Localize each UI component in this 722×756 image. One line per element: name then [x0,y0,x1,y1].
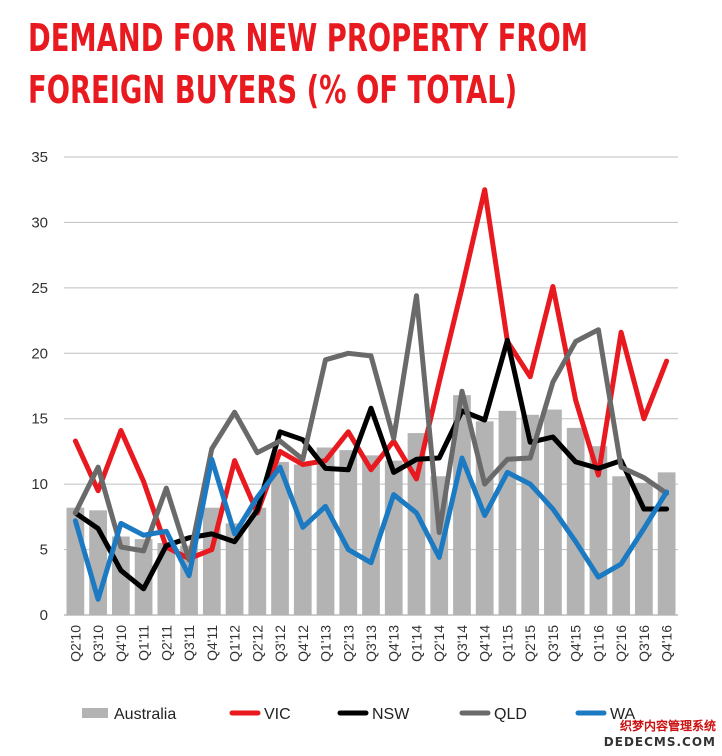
x-tick-label-q3-12: Q3'12 [272,625,288,662]
x-tick-label-q4-14: Q4'14 [477,625,493,662]
line-series [72,187,670,602]
bar-australia-q4-13 [384,460,403,615]
x-tick-label-q3-16: Q3'16 [636,625,652,662]
x-tick-label-q3-15: Q3'15 [545,625,561,662]
chart-title-line-1: DEMAND FOR NEW PROPERTY FROM [28,16,588,60]
bar-australia-q2-12 [248,507,267,615]
bar-australia-q3-16 [635,482,653,615]
legend-label-nsw: NSW [372,706,410,723]
bar-australia-q1-15 [498,410,517,615]
bar-australia-q4-15 [566,427,585,615]
legend-label-qld: QLD [494,706,527,723]
y-tick-label-35: 35 [31,149,48,166]
chart-title: DEMAND FOR NEW PROPERTY FROM FOREIGN BUY… [28,12,588,116]
x-tick-label-q1-12: Q1'12 [227,625,243,662]
legend-label-vic: VIC [264,706,291,723]
bar-australia-q1-12 [225,523,244,615]
watermark: 织梦内容管理系统 DEDECMS.COM [588,718,716,752]
watermark-chinese: 织梦内容管理系统 [619,719,716,733]
x-tick-label-q1-15: Q1'15 [499,625,515,662]
legend: Australia VIC NSW QLD WA [82,706,636,723]
x-tick-label-q4-10: Q4'10 [113,625,129,662]
bar-australia-q1-11 [134,539,153,615]
x-tick-label-q4-15: Q4'15 [568,625,584,662]
legend-label-australia: Australia [114,706,176,723]
x-tick-label-q2-10: Q2'10 [67,625,83,662]
y-tick-label-25: 25 [31,280,48,297]
x-tick-label-q3-13: Q3'13 [363,625,379,662]
y-tick-label-15: 15 [31,411,48,428]
x-tick-label-q1-14: Q1'14 [408,625,424,662]
y-axis: 0 5 10 15 20 25 30 35 [31,149,48,624]
bar-australia-q3-12 [271,461,289,615]
x-tick-label-q4-16: Q4'16 [659,625,675,662]
y-tick-label-30: 30 [31,214,48,231]
series-line-qld [72,293,670,563]
x-tick-label-q2-14: Q2'14 [431,625,447,662]
y-tick-label-20: 20 [31,345,48,362]
bar-australia-q2-11 [157,543,176,615]
y-tick-label-10: 10 [31,476,48,493]
series-line-wa [72,455,670,602]
bar-australia-q4-12 [293,464,312,615]
legend-label-wa: WA [610,706,636,723]
chart-title-line-2: FOREIGN BUYERS (% OF TOTAL) [28,68,518,112]
watermark-url: DEDECMS.COM [603,735,716,749]
y-tick-label-5: 5 [40,542,48,559]
bar-australia-q3-14 [453,395,471,615]
bar-australia-q4-10 [111,536,130,615]
bar-australia-q1-14 [407,433,426,615]
x-tick-label-q3-14: Q3'14 [454,625,470,662]
legend-swatch-australia [82,708,108,718]
x-axis: Q2'10 Q3'10 Q4'10 Q1'11 Q2'11 Q3'11 Q4'11 Q1'12… [67,625,674,662]
x-tick-label-q2-13: Q2'13 [340,625,356,662]
x-tick-label-q1-13: Q1'13 [318,625,334,662]
x-tick-label-q2-12: Q2'12 [249,625,265,662]
x-tick-label-q1-16: Q1'16 [590,625,606,662]
x-tick-label-q2-15: Q2'15 [522,625,538,662]
x-tick-label-q2-16: Q2'16 [613,625,629,662]
bar-australia-q1-13 [316,447,335,615]
bar-australia-q2-16 [612,476,631,615]
x-tick-label-q3-10: Q3'10 [90,625,106,662]
bar-australia-q3-13 [362,455,380,615]
x-tick-label-q1-11: Q1'11 [136,625,152,661]
y-tick-label-0: 0 [40,607,48,624]
bar-australia-q2-13 [339,450,358,615]
x-tick-label-q3-11: Q3'11 [181,625,197,661]
bar-australia-q2-15 [521,414,540,615]
x-tick-label-q4-11: Q4'11 [204,625,220,661]
x-tick-label-q4-12: Q4'12 [295,625,311,662]
x-tick-label-q4-13: Q4'13 [386,625,402,662]
x-tick-label-q2-11: Q2'11 [158,625,174,661]
